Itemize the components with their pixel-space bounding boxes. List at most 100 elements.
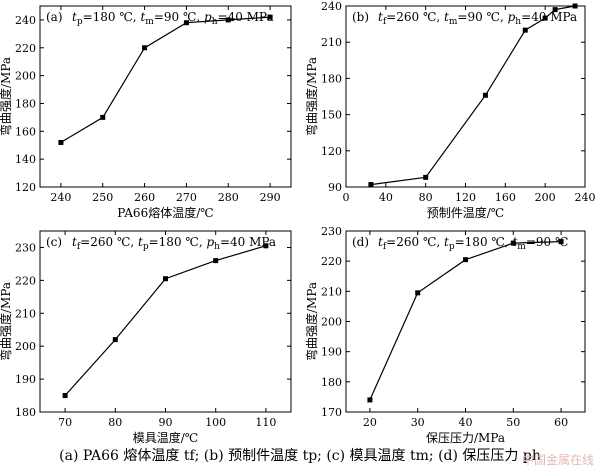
y-tick-label: 190 [321, 346, 342, 359]
y-tick-label: 200 [15, 340, 36, 353]
x-tick-label: 50 [506, 416, 520, 429]
y-tick-label: 200 [15, 70, 36, 83]
condition-text: tp=180 ℃, tm=90 ℃, ph=40 MPa [72, 10, 274, 27]
panel-label: (b) [352, 10, 369, 24]
data-point [213, 258, 219, 264]
x-tick-label: 80 [419, 191, 433, 204]
condition-text: tf=260 ℃, tp=180 ℃, tm=90 ℃ [378, 235, 568, 252]
data-point [463, 257, 468, 263]
x-tick-label: 30 [411, 416, 425, 429]
y-tick-label: 160 [15, 125, 36, 138]
data-point [100, 114, 106, 120]
data-point [415, 290, 421, 296]
data-point [58, 139, 64, 145]
data-point [552, 7, 558, 13]
y-tick-label: 230 [321, 225, 342, 238]
panel-label: (c) [46, 235, 62, 249]
data-point [225, 17, 231, 23]
x-axis-label: 预制件温度/℃ [427, 205, 504, 220]
chart-panel-3: 70 80 90 100 110 180 190 200 210 220 230 模具温度/℃ 弯曲强度… [0, 230, 292, 445]
y-tick-label: 220 [15, 274, 36, 287]
data-point [510, 240, 516, 246]
y-tick-label: 210 [15, 307, 36, 320]
x-tick-label: 90 [159, 416, 173, 429]
y-axis-label: 弯曲强度/MPa [304, 57, 319, 136]
y-tick-label: 220 [321, 255, 342, 268]
x-tick-label: 60 [554, 416, 568, 429]
panel-label: (d) [352, 235, 369, 249]
x-tick-label: 80 [108, 416, 122, 429]
x-tick-label: 240 [50, 191, 71, 204]
y-axis-label: 弯曲强度/MPa [304, 282, 319, 361]
x-tick-label: 120 [455, 191, 476, 204]
x-tick-label: 260 [134, 191, 155, 204]
chart-panel-4: 20 30 40 50 60 170 180 190 200 210 220 230 保压压力/MPa 弯… [304, 225, 586, 445]
data-point [522, 27, 528, 33]
x-tick-label: 20 [363, 416, 377, 429]
data-point [558, 239, 564, 245]
data-point [572, 3, 578, 9]
y-tick-label: 190 [15, 373, 36, 386]
x-tick-label: 70 [58, 416, 72, 429]
data-point [368, 182, 374, 188]
data-point [142, 45, 148, 51]
figure-caption: (a) PA66 熔体温度 tf; (b) 预制件温度 tp; (c) 模具温度… [59, 448, 541, 464]
x-tick-label: 40 [459, 416, 473, 429]
x-axis-label: 模具温度/℃ [133, 430, 198, 445]
x-tick-label: 240 [575, 191, 596, 204]
data-point [112, 337, 118, 343]
y-tick-label: 220 [15, 42, 36, 55]
data-point [267, 14, 273, 20]
panel-label: (a) [46, 10, 63, 24]
y-tick-label: 180 [321, 376, 342, 389]
condition-text: tf=260 ℃, tm=90 ℃, ph=40 MPa [378, 10, 577, 27]
x-tick-label: 280 [218, 191, 239, 204]
data-point [62, 393, 68, 399]
y-tick-label: 240 [15, 14, 36, 27]
y-tick-label: 210 [321, 285, 342, 298]
y-tick-label: 150 [321, 109, 342, 122]
y-tick-label: 180 [15, 406, 36, 419]
y-tick-label: 180 [15, 97, 36, 110]
plot-frame [39, 230, 292, 413]
x-tick-label: 250 [92, 191, 113, 204]
series-line [64, 245, 267, 396]
x-tick-label: 0 [343, 191, 350, 204]
x-tick-label: 110 [255, 416, 276, 429]
series-line [370, 5, 576, 186]
plot-frame [345, 5, 586, 188]
chart-panel-2: 0 40 80 120 160 200 240 90 120 150 180 210 240 预制件温度/… [304, 0, 596, 220]
series-line [60, 16, 271, 143]
data-point [542, 15, 548, 21]
y-tick-label: 170 [321, 406, 342, 419]
data-point [163, 276, 168, 282]
y-axis-label: 弯曲强度/MPa [0, 57, 13, 136]
y-axis-label: 弯曲强度/MPa [0, 282, 13, 361]
x-tick-label: 100 [205, 416, 226, 429]
x-axis-label: PA66熔体温度/℃ [117, 205, 213, 220]
series-line [369, 241, 562, 401]
y-tick-label: 240 [321, 0, 342, 13]
data-point [423, 174, 429, 180]
x-axis-label: 保压压力/MPa [426, 431, 505, 445]
data-point [482, 92, 488, 98]
data-point [183, 20, 189, 26]
x-tick-label: 200 [535, 191, 556, 204]
condition-text: tf=260 ℃, tp=180 ℃, ph=40 MPa [72, 235, 276, 252]
y-tick-label: 120 [15, 181, 36, 194]
x-tick-label: 290 [260, 191, 281, 204]
y-tick-label: 90 [328, 181, 342, 194]
y-tick-label: 180 [321, 72, 342, 85]
x-tick-label: 40 [379, 191, 393, 204]
watermark: 中国金属在线 [521, 453, 594, 467]
y-tick-label: 200 [321, 316, 342, 329]
plot-frame [39, 5, 292, 188]
x-tick-label: 160 [495, 191, 516, 204]
y-tick-label: 120 [321, 145, 342, 158]
y-tick-label: 210 [321, 36, 342, 49]
data-point [263, 243, 269, 249]
x-tick-label: 270 [176, 191, 197, 204]
data-point [367, 397, 373, 403]
y-tick-label: 230 [15, 241, 36, 254]
